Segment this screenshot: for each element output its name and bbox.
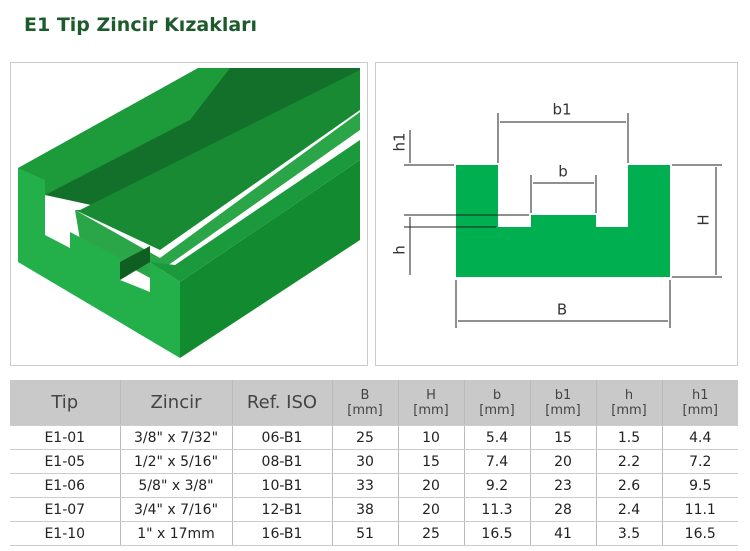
header-label: B [360,387,370,403]
table-cell: 20 [398,473,465,498]
table-cell: 5.4 [464,425,531,450]
table-row: E1-10 1" x 17mm 16-B1 51 25 16.5 41 3.5 16.5 [10,521,738,546]
table-cell: 11.3 [464,497,531,522]
header-cell: b1 [mm] [530,380,597,426]
header-label: Zincir [150,392,202,413]
header-cell: Zincir [120,380,233,426]
table-cell: 11.1 [662,497,738,522]
table-cell: 08-B1 [232,449,333,474]
header-label: b1 [554,387,572,403]
table-cell: E1-07 [10,497,121,522]
table-cell: 3/8" x 7/32" [120,425,233,450]
render-frame [10,62,368,366]
table-cell: E1-06 [10,473,121,498]
table-row: E1-06 5/8" x 3/8" 10-B1 33 20 9.2 23 2.6 9.5 [10,473,738,498]
table-cell: E1-10 [10,521,121,546]
spec-table: Tip Zincir Ref. ISO B [mm] H [mm] b [mm] b1 [mm] h[… [10,380,738,546]
header-label: H [426,387,436,403]
table-cell: 38 [332,497,399,522]
header-cell: h1 [mm] [662,380,738,426]
header-cell: H [mm] [398,380,465,426]
table-cell: 9.5 [662,473,738,498]
figures: b1 b B H h1 h [10,62,738,366]
table-cell: 12-B1 [232,497,333,522]
diagram-frame [375,62,738,366]
table-cell: 7.2 [662,449,738,474]
table-cell: 41 [530,521,597,546]
label-h: h [391,245,409,255]
label-B: B [557,301,567,319]
table-cell: 15 [530,425,597,450]
header-unit: [mm] [347,402,383,418]
render-3d [18,68,360,358]
table-cell: E1-05 [10,449,121,474]
table-cell: 1.5 [596,425,663,450]
header-unit: [mm] [611,402,647,418]
table-cell: 25 [332,425,399,450]
table-cell: 4.4 [662,425,738,450]
table-cell: 5/8" x 3/8" [120,473,233,498]
header-cell: Tip [10,380,121,426]
title: E1 Tip Zincir Kızakları [24,14,258,36]
table-cell: 7.4 [464,449,531,474]
header-label: Tip [51,392,79,413]
header-unit: [mm] [545,402,581,418]
header-cell: Ref. ISO [232,380,333,426]
table-cell: 10-B1 [232,473,333,498]
table-cell: 20 [398,497,465,522]
table-cell: 33 [332,473,399,498]
table-cell: 2.6 [596,473,663,498]
table-cell: 06-B1 [232,425,333,450]
label-h1: h1 [391,132,409,151]
header-cell: h [mm] [596,380,663,426]
table-cell: 30 [332,449,399,474]
table-cell: E1-01 [10,425,121,450]
table-row: E1-05 1/2" x 5/16" 08-B1 30 15 7.4 20 2.2 7.2 [10,449,738,474]
table-body: E1-01 3/8" x 7/32" 06-B1 25 10 5.4 15 1.5 4.4 E1-… [10,425,738,546]
table-cell: 9.2 [464,473,531,498]
table-cell: 23 [530,473,597,498]
table-cell: 25 [398,521,465,546]
table-cell: 15 [398,449,465,474]
table-row: E1-07 3/4" x 7/16" 12-B1 38 20 11.3 28 2.4 11.1 [10,497,738,522]
header-cell: B [mm] [332,380,399,426]
label-b1: b1 [552,101,571,119]
header-unit: [mm] [413,402,449,418]
header-unit: [mm] [682,402,718,418]
table-cell: 3.5 [596,521,663,546]
header-label: h [624,387,634,403]
label-H: H [695,214,713,225]
header-label: h1 [691,387,709,403]
table-cell: 2.2 [596,449,663,474]
table-cell: 51 [332,521,399,546]
table-row: E1-01 3/8" x 7/32" 06-B1 25 10 5.4 15 1.5 4.4 [10,425,738,450]
table-cell: 16.5 [662,521,738,546]
header-label: Ref. ISO [246,392,318,413]
table-cell: 3/4" x 7/16" [120,497,233,522]
header-label: b [492,387,502,403]
table-cell: 1/2" x 5/16" [120,449,233,474]
profile-diagram [404,113,722,328]
label-b: b [558,163,568,181]
table-cell: 20 [530,449,597,474]
table-cell: 16-B1 [232,521,333,546]
header-row: Tip Zincir Ref. ISO B [mm] H [mm] b [mm] b1 [mm] h[… [10,380,738,426]
header-unit: [mm] [479,402,515,418]
header-cell: b [mm] [464,380,531,426]
table-cell: 16.5 [464,521,531,546]
table-cell: 28 [530,497,597,522]
table-cell: 10 [398,425,465,450]
table-cell: 1" x 17mm [120,521,233,546]
table-cell: 2.4 [596,497,663,522]
